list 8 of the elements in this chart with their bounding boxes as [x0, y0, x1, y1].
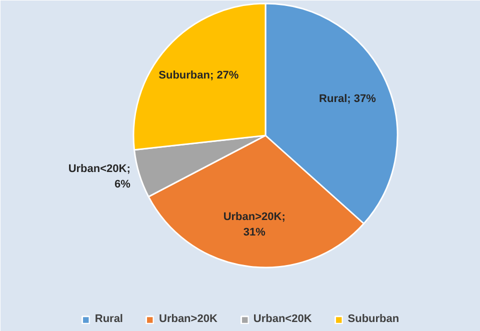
data-label: Urban>20K; 31%: [223, 210, 286, 238]
data-label: Urban<20K; 6%: [68, 162, 131, 190]
legend-label: Urban<20K: [253, 313, 312, 325]
legend-label: Suburban: [348, 313, 400, 325]
data-label: Suburban; 27%: [158, 70, 239, 82]
data-label: Rural; 37%: [319, 92, 376, 105]
legend-label: Rural: [94, 313, 123, 325]
legend-label: Urban>20K: [159, 313, 218, 325]
